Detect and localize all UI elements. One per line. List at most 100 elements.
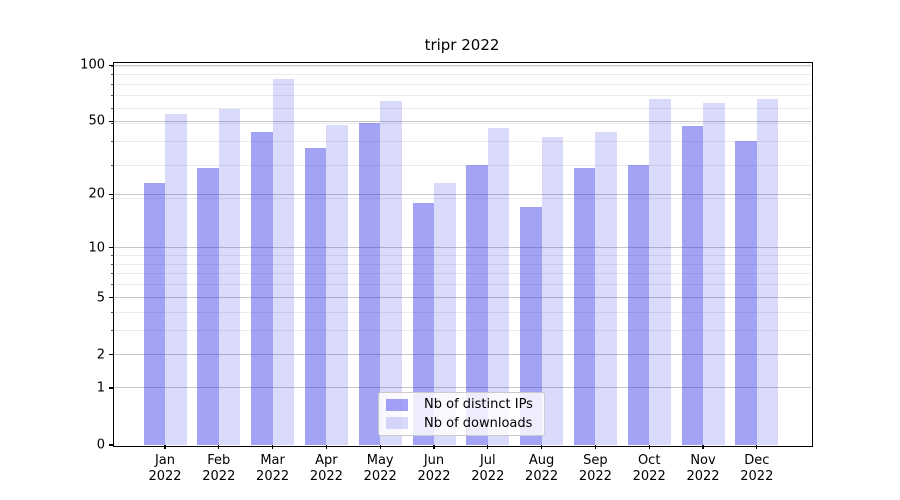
bar-nb-of-distinct-ips-dec [735, 141, 757, 445]
x-tick-mark-jul [487, 445, 489, 449]
y-tick-label-10: 10 [88, 240, 105, 256]
y-minor-tick-mark-6 [110, 284, 113, 286]
gridline-minor-39 [113, 140, 811, 142]
x-tick-mark-nov [702, 445, 704, 449]
y-tick-label-50: 50 [88, 113, 105, 129]
x-tick-label-mar: Mar 2022 [243, 453, 303, 485]
x-tick-year-nov: 2022 [686, 469, 720, 484]
x-tick-mark-apr [325, 445, 327, 449]
bar-nb-of-downloads-apr [326, 124, 348, 445]
x-tick-mark-feb [218, 445, 220, 449]
x-tick-year-dec: 2022 [740, 469, 774, 484]
x-tick-year-oct: 2022 [632, 469, 666, 484]
y-minor-tick-mark-4 [110, 312, 113, 314]
y-minor-tick-mark-49 [110, 122, 113, 124]
gridline-minor-6 [113, 284, 811, 286]
x-tick-year-may: 2022 [363, 469, 397, 484]
gridline-20 [113, 193, 811, 195]
bar-nb-of-downloads-jul [487, 128, 510, 445]
x-tick-label-apr: Apr 2022 [296, 453, 356, 485]
bar-nb-of-downloads-oct [649, 98, 671, 445]
bar-nb-of-distinct-ips-may [358, 123, 381, 445]
y-tick-mark-20 [109, 193, 113, 196]
x-tick-year-mar: 2022 [256, 469, 290, 484]
gridline-10 [113, 247, 811, 249]
y-tick-mark-0 [109, 444, 113, 446]
bar-nb-of-distinct-ips-oct [627, 165, 650, 445]
legend-item-distinct-ips: Nb of distinct IPs [386, 397, 536, 413]
y-minor-tick-mark-69 [110, 94, 113, 96]
x-tick-year-sep: 2022 [578, 469, 612, 484]
y-minor-tick-mark-99 [110, 65, 113, 67]
bar-nb-of-downloads-dec [756, 98, 779, 445]
gridline-100 [113, 64, 811, 66]
gridline-minor-19 [113, 197, 811, 199]
x-tick-year-jun: 2022 [417, 469, 451, 484]
bar-nb-of-downloads-aug [541, 137, 564, 445]
bar-nb-of-downloads-may [380, 101, 402, 445]
y-tick-label-20: 20 [88, 186, 105, 202]
y-minor-tick-mark-9 [110, 255, 113, 256]
bar-nb-of-distinct-ips-jun [412, 202, 434, 445]
x-tick-mark-aug [541, 445, 543, 449]
y-minor-tick-mark-79 [110, 83, 113, 85]
gridline-minor-99 [113, 65, 811, 67]
chart-title: tripr 2022 [424, 36, 500, 54]
bar-nb-of-distinct-ips-apr [304, 147, 327, 445]
gridline-5 [113, 297, 811, 299]
x-tick-label-jun: Jun 2022 [404, 453, 464, 485]
bar-nb-of-downloads-jun [434, 183, 456, 445]
x-tick-year-feb: 2022 [202, 469, 236, 484]
x-tick-label-feb: Feb 2022 [189, 453, 249, 485]
y-tick-mark-1 [109, 387, 113, 389]
legend-label-downloads: Nb of downloads [424, 415, 533, 431]
y-minor-tick-mark-29 [110, 164, 113, 166]
gridline-minor-3 [113, 330, 811, 332]
y-tick-mark-100 [109, 64, 113, 66]
y-minor-tick-mark-59 [110, 107, 113, 109]
x-tick-year-apr: 2022 [309, 469, 343, 484]
x-tick-mark-jun [433, 445, 435, 449]
x-tick-label-may: May 2022 [350, 453, 410, 485]
bar-nb-of-distinct-ips-feb [197, 167, 219, 445]
gridline-minor-89 [113, 74, 811, 76]
x-tick-mark-mar [272, 445, 274, 449]
gridline-minor-59 [113, 107, 811, 109]
gridline-1 [113, 387, 811, 389]
legend-swatch-distinct-ips [386, 398, 408, 411]
y-minor-tick-mark-8 [110, 263, 113, 265]
x-tick-label-nov: Nov 2022 [673, 453, 733, 485]
x-tick-label-oct: Oct 2022 [619, 453, 679, 485]
y-tick-label-100: 100 [80, 57, 105, 73]
bar-nb-of-distinct-ips-mar [251, 131, 273, 445]
bar-nb-of-distinct-ips-aug [520, 207, 542, 445]
x-tick-mark-dec [756, 445, 758, 449]
bar-nb-of-downloads-feb [218, 109, 241, 445]
y-minor-tick-mark-3 [110, 330, 113, 332]
y-minor-tick-mark-39 [110, 140, 113, 142]
gridline-minor-7 [113, 273, 811, 275]
legend-item-downloads: Nb of downloads [386, 416, 536, 432]
x-tick-label-aug: Aug 2022 [512, 453, 572, 485]
x-tick-label-dec: Dec 2022 [727, 453, 787, 485]
gridline-50 [113, 120, 811, 122]
x-tick-label-sep: Sep 2022 [565, 453, 625, 485]
x-tick-year-aug: 2022 [525, 469, 559, 484]
bar-nb-of-distinct-ips-sep [573, 167, 596, 445]
x-tick-mark-sep [594, 445, 596, 449]
y-tick-label-0: 0 [96, 437, 105, 453]
bar-nb-of-distinct-ips-nov [681, 126, 703, 445]
y-tick-mark-2 [109, 353, 113, 356]
y-tick-label-2: 2 [96, 347, 105, 363]
y-tick-label-1: 1 [96, 380, 105, 396]
y-minor-tick-mark-7 [110, 273, 113, 275]
legend-label-distinct-ips: Nb of distinct IPs [424, 397, 533, 413]
gridline-minor-4 [113, 312, 811, 314]
y-tick-label-5: 5 [96, 290, 105, 306]
x-tick-label-jul: Jul 2022 [458, 453, 518, 485]
bar-nb-of-distinct-ips-jul [466, 165, 488, 445]
x-tick-label-jan: Jan 2022 [135, 453, 195, 485]
y-minor-tick-mark-89 [110, 74, 113, 76]
gridline-2 [113, 354, 811, 356]
